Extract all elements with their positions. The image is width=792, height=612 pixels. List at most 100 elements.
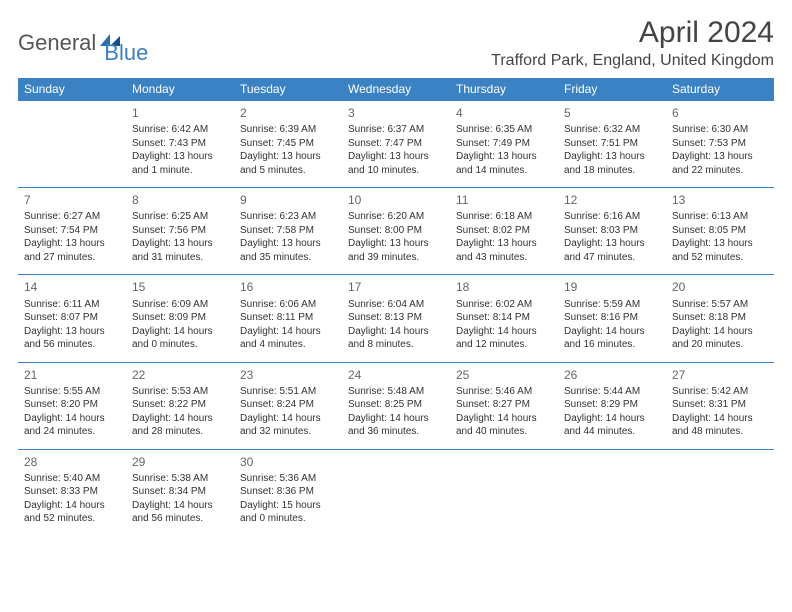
location-subtitle: Trafford Park, England, United Kingdom bbox=[491, 52, 774, 70]
day-detail-line: Sunset: 7:43 PM bbox=[132, 137, 228, 151]
day-detail-line: and 0 minutes. bbox=[240, 512, 336, 526]
day-number: 1 bbox=[132, 105, 228, 121]
calendar-week-row: 14Sunrise: 6:11 AMSunset: 8:07 PMDayligh… bbox=[18, 275, 774, 362]
day-detail-line: Sunrise: 6:20 AM bbox=[348, 210, 444, 224]
calendar-week-row: 21Sunrise: 5:55 AMSunset: 8:20 PMDayligh… bbox=[18, 362, 774, 449]
day-detail-line: and 12 minutes. bbox=[456, 338, 552, 352]
day-detail-line: Daylight: 13 hours bbox=[240, 150, 336, 164]
day-detail-line: Sunset: 8:03 PM bbox=[564, 224, 660, 238]
day-header: Monday bbox=[126, 78, 234, 101]
day-detail-line: Sunrise: 5:55 AM bbox=[24, 385, 120, 399]
calendar-day-cell: 19Sunrise: 5:59 AMSunset: 8:16 PMDayligh… bbox=[558, 275, 666, 362]
calendar-day-cell: 9Sunrise: 6:23 AMSunset: 7:58 PMDaylight… bbox=[234, 188, 342, 275]
day-number: 15 bbox=[132, 279, 228, 295]
day-detail-line: Daylight: 14 hours bbox=[348, 325, 444, 339]
day-number: 26 bbox=[564, 367, 660, 383]
day-detail-line: and 8 minutes. bbox=[348, 338, 444, 352]
day-number: 4 bbox=[456, 105, 552, 121]
day-number: 11 bbox=[456, 192, 552, 208]
calendar-day-cell: 18Sunrise: 6:02 AMSunset: 8:14 PMDayligh… bbox=[450, 275, 558, 362]
day-detail-line: and 52 minutes. bbox=[24, 512, 120, 526]
day-number: 12 bbox=[564, 192, 660, 208]
calendar-page: General Blue April 2024 Trafford Park, E… bbox=[0, 0, 792, 552]
day-detail-line: and 47 minutes. bbox=[564, 251, 660, 265]
calendar-day-cell: 20Sunrise: 5:57 AMSunset: 8:18 PMDayligh… bbox=[666, 275, 774, 362]
header: General Blue April 2024 Trafford Park, E… bbox=[18, 16, 774, 70]
day-number: 8 bbox=[132, 192, 228, 208]
calendar-table: SundayMondayTuesdayWednesdayThursdayFrid… bbox=[18, 78, 774, 536]
calendar-day-cell: 24Sunrise: 5:48 AMSunset: 8:25 PMDayligh… bbox=[342, 362, 450, 449]
day-detail-line: and 5 minutes. bbox=[240, 164, 336, 178]
day-detail-line: Sunset: 8:11 PM bbox=[240, 311, 336, 325]
day-detail-line: Sunset: 8:29 PM bbox=[564, 398, 660, 412]
day-number: 9 bbox=[240, 192, 336, 208]
day-detail-line: Sunset: 8:33 PM bbox=[24, 485, 120, 499]
day-number: 21 bbox=[24, 367, 120, 383]
day-number: 22 bbox=[132, 367, 228, 383]
day-detail-line: Daylight: 13 hours bbox=[564, 150, 660, 164]
day-detail-line: and 56 minutes. bbox=[24, 338, 120, 352]
calendar-day-cell: 16Sunrise: 6:06 AMSunset: 8:11 PMDayligh… bbox=[234, 275, 342, 362]
day-detail-line: Sunset: 8:16 PM bbox=[564, 311, 660, 325]
day-detail-line: Sunrise: 6:42 AM bbox=[132, 123, 228, 137]
day-header: Friday bbox=[558, 78, 666, 101]
day-detail-line: Sunrise: 5:46 AM bbox=[456, 385, 552, 399]
day-number: 16 bbox=[240, 279, 336, 295]
day-detail-line: and 48 minutes. bbox=[672, 425, 768, 439]
day-number: 19 bbox=[564, 279, 660, 295]
day-detail-line: Daylight: 13 hours bbox=[672, 237, 768, 251]
calendar-day-cell: 3Sunrise: 6:37 AMSunset: 7:47 PMDaylight… bbox=[342, 101, 450, 188]
day-detail-line: Sunset: 8:24 PM bbox=[240, 398, 336, 412]
day-detail-line: Sunrise: 6:06 AM bbox=[240, 298, 336, 312]
day-detail-line: Sunset: 8:31 PM bbox=[672, 398, 768, 412]
day-detail-line: Sunset: 8:36 PM bbox=[240, 485, 336, 499]
day-detail-line: Daylight: 15 hours bbox=[240, 499, 336, 513]
day-detail-line: and 14 minutes. bbox=[456, 164, 552, 178]
day-detail-line: Sunrise: 6:39 AM bbox=[240, 123, 336, 137]
day-detail-line: Sunrise: 6:23 AM bbox=[240, 210, 336, 224]
calendar-day-cell: 17Sunrise: 6:04 AMSunset: 8:13 PMDayligh… bbox=[342, 275, 450, 362]
day-detail-line: Daylight: 14 hours bbox=[672, 412, 768, 426]
day-number: 29 bbox=[132, 454, 228, 470]
day-detail-line: Daylight: 14 hours bbox=[564, 325, 660, 339]
day-detail-line: and 44 minutes. bbox=[564, 425, 660, 439]
calendar-day-cell: 11Sunrise: 6:18 AMSunset: 8:02 PMDayligh… bbox=[450, 188, 558, 275]
day-detail-line: Daylight: 13 hours bbox=[24, 237, 120, 251]
calendar-day-cell bbox=[450, 449, 558, 536]
calendar-day-cell: 12Sunrise: 6:16 AMSunset: 8:03 PMDayligh… bbox=[558, 188, 666, 275]
calendar-day-cell: 26Sunrise: 5:44 AMSunset: 8:29 PMDayligh… bbox=[558, 362, 666, 449]
calendar-day-cell: 27Sunrise: 5:42 AMSunset: 8:31 PMDayligh… bbox=[666, 362, 774, 449]
calendar-day-cell: 25Sunrise: 5:46 AMSunset: 8:27 PMDayligh… bbox=[450, 362, 558, 449]
day-detail-line: and 18 minutes. bbox=[564, 164, 660, 178]
day-detail-line: Sunrise: 5:36 AM bbox=[240, 472, 336, 486]
day-detail-line: Sunset: 8:25 PM bbox=[348, 398, 444, 412]
day-number: 10 bbox=[348, 192, 444, 208]
day-detail-line: Daylight: 14 hours bbox=[24, 499, 120, 513]
day-detail-line: Daylight: 14 hours bbox=[132, 499, 228, 513]
calendar-day-cell: 2Sunrise: 6:39 AMSunset: 7:45 PMDaylight… bbox=[234, 101, 342, 188]
day-detail-line: Daylight: 13 hours bbox=[348, 237, 444, 251]
calendar-week-row: 7Sunrise: 6:27 AMSunset: 7:54 PMDaylight… bbox=[18, 188, 774, 275]
day-detail-line: and 35 minutes. bbox=[240, 251, 336, 265]
day-detail-line: Daylight: 13 hours bbox=[456, 237, 552, 251]
day-detail-line: and 22 minutes. bbox=[672, 164, 768, 178]
day-detail-line: Sunset: 8:00 PM bbox=[348, 224, 444, 238]
calendar-day-cell bbox=[666, 449, 774, 536]
day-number: 20 bbox=[672, 279, 768, 295]
day-detail-line: Sunset: 8:34 PM bbox=[132, 485, 228, 499]
calendar-day-cell: 6Sunrise: 6:30 AMSunset: 7:53 PMDaylight… bbox=[666, 101, 774, 188]
day-detail-line: Sunrise: 6:27 AM bbox=[24, 210, 120, 224]
day-detail-line: Daylight: 13 hours bbox=[132, 150, 228, 164]
day-detail-line: Daylight: 13 hours bbox=[456, 150, 552, 164]
title-block: April 2024 Trafford Park, England, Unite… bbox=[491, 16, 774, 70]
day-number: 27 bbox=[672, 367, 768, 383]
day-detail-line: and 52 minutes. bbox=[672, 251, 768, 265]
day-header: Sunday bbox=[18, 78, 126, 101]
day-detail-line: Sunrise: 6:25 AM bbox=[132, 210, 228, 224]
day-detail-line: Sunset: 7:58 PM bbox=[240, 224, 336, 238]
day-detail-line: and 1 minute. bbox=[132, 164, 228, 178]
day-detail-line: Sunrise: 5:44 AM bbox=[564, 385, 660, 399]
day-detail-line: Sunrise: 6:13 AM bbox=[672, 210, 768, 224]
day-detail-line: and 40 minutes. bbox=[456, 425, 552, 439]
day-detail-line: Sunrise: 6:37 AM bbox=[348, 123, 444, 137]
